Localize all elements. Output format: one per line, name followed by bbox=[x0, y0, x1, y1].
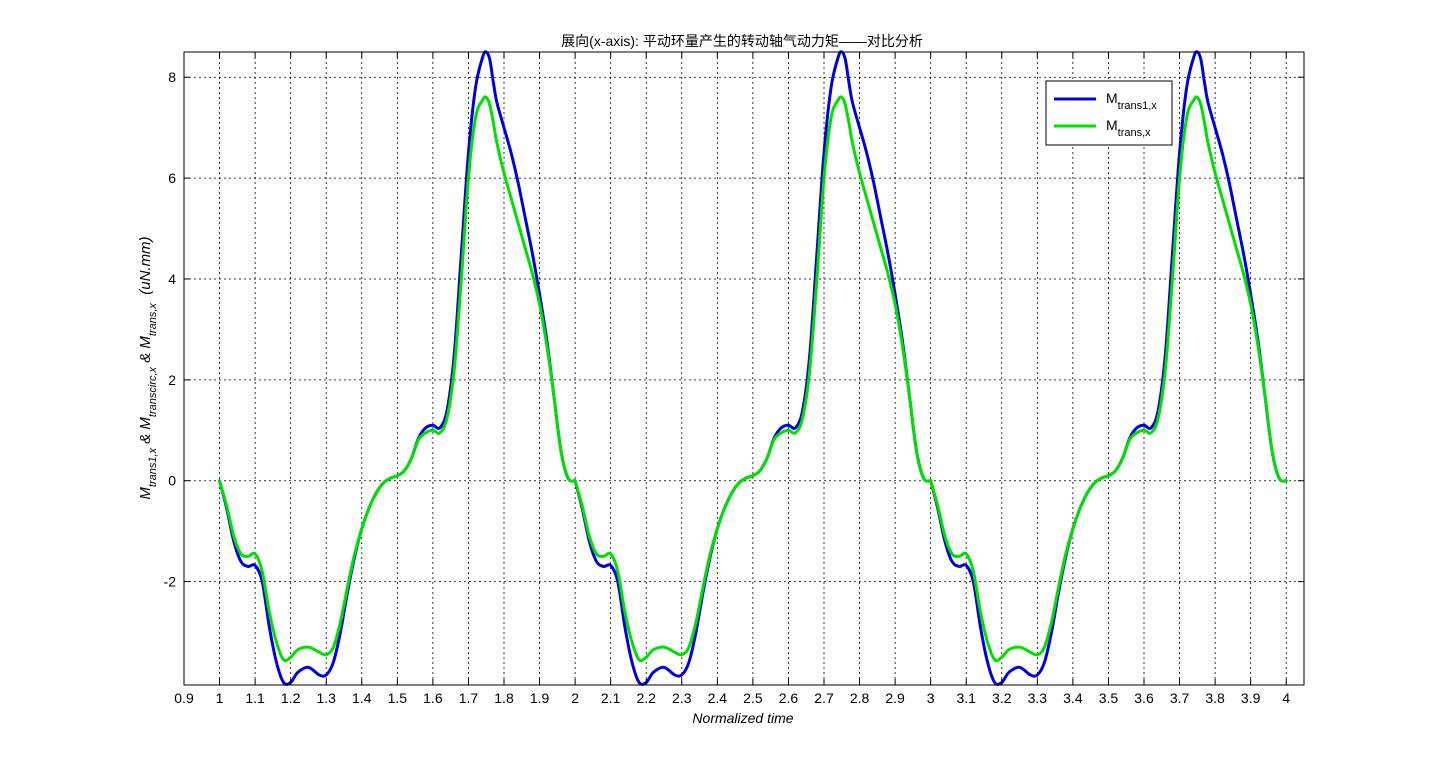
x-tick-label: 3.7 bbox=[1170, 690, 1190, 706]
y-label-symbol-1: M bbox=[137, 487, 154, 500]
x-tick-label: 1.4 bbox=[352, 690, 372, 706]
x-tick-label: 2.5 bbox=[743, 690, 763, 706]
y-tick-label: 0 bbox=[168, 473, 176, 489]
x-tick-label: 1.5 bbox=[388, 690, 408, 706]
legend-label-trans1: Mtrans1,x bbox=[1106, 90, 1157, 112]
y-label-sub-2: transcirc,x bbox=[147, 366, 159, 417]
x-tick-label: 1.8 bbox=[494, 690, 514, 706]
series-line-trans-cycle-2 bbox=[573, 95, 933, 663]
x-tick-label: 1.3 bbox=[316, 690, 336, 706]
x-tick-label: 3.8 bbox=[1205, 690, 1225, 706]
plot-frame bbox=[183, 51, 1305, 686]
x-tick-label: 1.1 bbox=[245, 690, 265, 706]
x-tick-label: 2.4 bbox=[708, 690, 728, 706]
x-tick-label: 2.9 bbox=[885, 690, 905, 706]
x-tick-label: 1.6 bbox=[423, 690, 443, 706]
x-tick-label: 2.3 bbox=[672, 690, 692, 706]
y-tick-label: 4 bbox=[168, 271, 176, 287]
x-tick-label: 3.4 bbox=[1063, 690, 1083, 706]
x-tick-label: 2 bbox=[571, 690, 579, 706]
x-tick-label: 0.9 bbox=[174, 690, 194, 706]
y-tick-label: 8 bbox=[168, 69, 176, 85]
x-tick-label: 2.2 bbox=[636, 690, 656, 706]
legend-label-trans: Mtrans,x bbox=[1106, 117, 1151, 139]
x-axis-label: Normalized time bbox=[692, 710, 793, 726]
series-line-trans-cycle-3 bbox=[929, 95, 1288, 663]
y-label-unit: (uN.mm) bbox=[137, 236, 154, 303]
x-tick-label: 2.6 bbox=[779, 690, 799, 706]
x-tick-label: 3.1 bbox=[956, 690, 976, 706]
x-tick-label: 1.9 bbox=[530, 690, 550, 706]
x-tick-label: 2.7 bbox=[814, 690, 834, 706]
x-tick-label: 1.7 bbox=[459, 690, 479, 706]
x-tick-label: 1.2 bbox=[281, 690, 301, 706]
x-tick-label: 3.6 bbox=[1134, 690, 1154, 706]
series-line-trans-cycle-1 bbox=[218, 95, 577, 663]
x-tick-label: 3.2 bbox=[992, 690, 1012, 706]
y-tick-label: -2 bbox=[164, 574, 177, 590]
x-tick-label: 3.3 bbox=[1028, 690, 1048, 706]
y-tick-label: 2 bbox=[168, 372, 176, 388]
y-label-amp-2: & M bbox=[137, 336, 154, 367]
legend: Mtrans1,x Mtrans,x bbox=[1045, 80, 1173, 146]
y-label-sub-1: trans1,x bbox=[147, 447, 159, 487]
x-tick-label: 3.5 bbox=[1099, 690, 1119, 706]
plot-area bbox=[184, 52, 1304, 685]
x-tick-label: 3.9 bbox=[1241, 690, 1261, 706]
y-label-sub-3: trans,x bbox=[147, 303, 159, 337]
y-tick-label: 6 bbox=[168, 170, 176, 186]
axis-ticks: 0.9 1 1.1 1.2 1.3 1.4 1.5 1.6 1.7 1.8 1.9 2 2.1 2.2 2.… bbox=[164, 52, 1304, 706]
chart-title: 展向(x-axis): 平动环量产生的转动轴气动力矩——对比分析 bbox=[561, 33, 923, 49]
x-tick-label: 1 bbox=[216, 690, 224, 706]
y-axis-label: Mtrans1,x & Mtranscirc,x & Mtrans,x (uN.… bbox=[137, 236, 159, 499]
x-tick-label: 2.8 bbox=[850, 690, 870, 706]
x-tick-label: 4 bbox=[1282, 690, 1290, 706]
y-label-amp-1: & M bbox=[137, 417, 154, 448]
x-tick-label: 2.1 bbox=[601, 690, 621, 706]
series-lines bbox=[218, 50, 1288, 686]
legend-box bbox=[1045, 80, 1173, 146]
x-tick-label: 3 bbox=[927, 690, 935, 706]
